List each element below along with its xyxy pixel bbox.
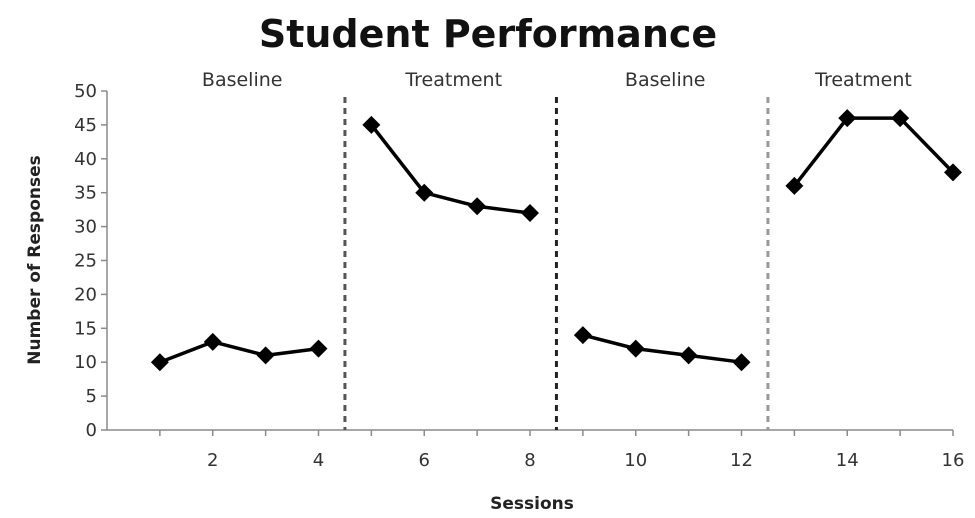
x-tick-label: 14 — [836, 450, 859, 471]
x-tick-label: 10 — [624, 450, 647, 471]
x-tick-label: 12 — [730, 450, 753, 471]
data-point — [150, 353, 169, 372]
axes: 0 5 10 15 20 25 30 35 40 45 50 2 4 6 8 10 12 14 16 — [74, 81, 964, 471]
data-point — [256, 346, 275, 365]
series-line — [792, 116, 955, 187]
phase-dividers — [343, 97, 770, 430]
y-axis-label: Number of Responses — [25, 155, 45, 365]
phase-label: Treatment — [814, 69, 912, 91]
data-point — [944, 163, 962, 182]
data-point — [415, 183, 434, 202]
y-tick-label: 30 — [74, 217, 97, 238]
data-point — [732, 353, 751, 372]
x-tick-label: 6 — [419, 450, 430, 471]
phase-label: Treatment — [404, 69, 502, 91]
phase-labels: Baseline Treatment Baseline Treatment — [202, 69, 912, 91]
x-tick-label: 8 — [524, 450, 535, 471]
series-line — [369, 123, 531, 215]
y-tick-label: 50 — [74, 81, 97, 102]
data-point — [521, 204, 539, 223]
x-tick-label: 4 — [313, 450, 324, 471]
data-point — [785, 176, 804, 195]
y-tick-label: 35 — [74, 183, 97, 204]
y-tick-label: 5 — [86, 386, 97, 407]
phase-label: Baseline — [202, 69, 283, 91]
chart-title: Student Performance — [259, 12, 717, 56]
data-point — [362, 115, 381, 134]
y-tick-label: 0 — [86, 420, 97, 441]
data-point — [679, 346, 698, 365]
data-point — [626, 339, 645, 358]
x-tick-label: 2 — [207, 450, 218, 471]
y-tick-label: 45 — [74, 115, 97, 136]
y-tick-label: 40 — [74, 149, 97, 170]
y-tick-label: 15 — [74, 318, 97, 339]
data-point — [309, 339, 328, 358]
y-tick-label: 20 — [74, 284, 97, 305]
series-line — [582, 333, 742, 364]
data-point — [203, 332, 222, 351]
phase-label: Baseline — [625, 69, 706, 91]
y-tick-label: 10 — [74, 352, 97, 373]
data-point — [838, 109, 857, 128]
data-point — [468, 197, 487, 216]
data-point — [573, 326, 592, 345]
data-series — [150, 109, 962, 372]
data-point — [891, 109, 910, 128]
x-tick-label: 16 — [942, 450, 965, 471]
series-line — [159, 340, 319, 364]
x-axis-label: Sessions — [490, 494, 574, 514]
y-tick-label: 25 — [74, 251, 97, 272]
